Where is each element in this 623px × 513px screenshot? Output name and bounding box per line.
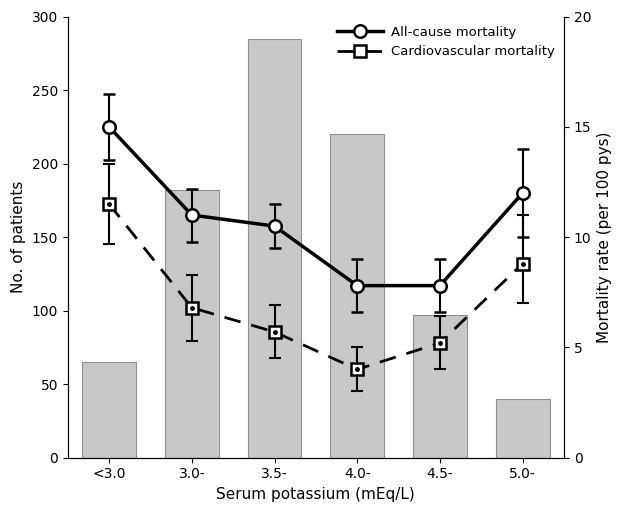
Y-axis label: No. of patients: No. of patients (11, 181, 26, 293)
Bar (165, 190, 219, 458)
Legend: All-cause mortality, Cardiovascular mortality: All-cause mortality, Cardiovascular mort… (331, 21, 560, 64)
Y-axis label: Mortality rate (per 100 pys): Mortality rate (per 100 pys) (597, 131, 612, 343)
Bar (82, 362, 136, 458)
Bar (248, 38, 302, 458)
X-axis label: Serum potassium (mEq/L): Serum potassium (mEq/L) (217, 487, 416, 502)
Bar (413, 315, 467, 458)
Bar (330, 134, 384, 458)
Bar (496, 399, 549, 458)
